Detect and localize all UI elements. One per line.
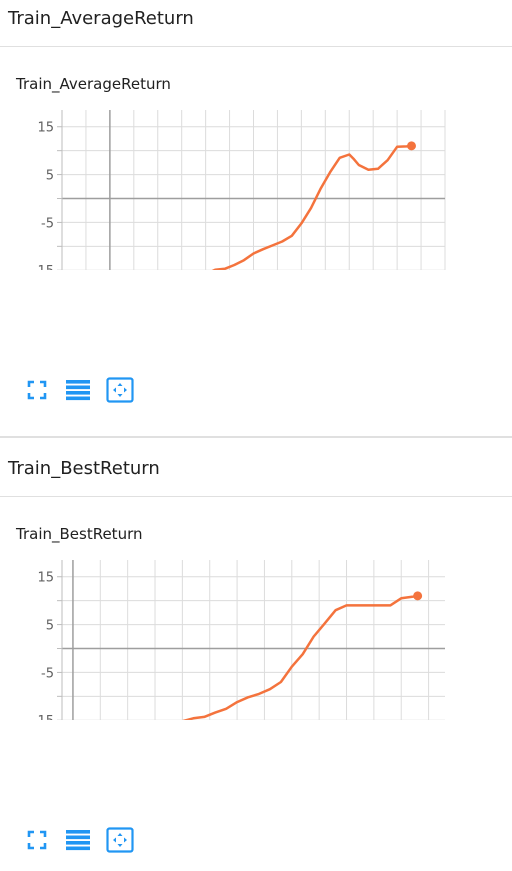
section-train-average-return: Train_AverageReturn Train_AverageReturn …	[0, 0, 512, 403]
y-tick-label: -5	[41, 666, 54, 681]
y-tick-label: -15	[33, 714, 54, 720]
data-list-button[interactable]	[65, 827, 91, 853]
fit-domain-icon	[106, 827, 134, 853]
fullscreen-button[interactable]	[24, 377, 50, 403]
y-tick-label: -15	[33, 264, 54, 270]
y-tick-label: -5	[41, 216, 54, 231]
section-title: Train_AverageReturn	[8, 8, 194, 29]
fullscreen-button[interactable]	[24, 827, 50, 853]
y-tick-label: 15	[37, 571, 54, 586]
fit-domain-icon	[106, 377, 134, 403]
section-header: Train_BestReturn	[0, 450, 512, 497]
series-line	[182, 594, 418, 720]
y-tick-label: 5	[46, 619, 54, 634]
section-header: Train_AverageReturn	[0, 0, 512, 47]
series-last-point[interactable]	[406, 141, 416, 151]
card-title: Train_BestReturn	[16, 525, 143, 543]
fullscreen-icon	[27, 380, 47, 400]
series-last-point[interactable]	[413, 591, 423, 601]
section-divider	[0, 436, 512, 438]
fullscreen-icon	[27, 830, 47, 850]
section-train-best-return: Train_BestReturn Train_BestReturn 15 5 -5 -…	[0, 450, 512, 871]
section-title: Train_BestReturn	[8, 458, 160, 479]
line-chart-train-best-return[interactable]: 155-5-15-25500k1M1.5M2M2.5M3M	[0, 550, 512, 720]
data-list-icon	[66, 380, 90, 401]
data-list-icon	[66, 830, 90, 851]
data-list-button[interactable]	[65, 377, 91, 403]
fit-domain-button[interactable]	[106, 377, 134, 403]
fit-domain-button[interactable]	[106, 827, 134, 853]
y-tick-label: 5	[46, 169, 54, 184]
series-line	[211, 144, 412, 270]
y-tick-label: 15	[37, 121, 54, 136]
line-chart-train-average-return[interactable]: 155-5-15-250500k1M1.5M2M2.5M3M	[0, 100, 512, 270]
card-title: Train_AverageReturn	[16, 75, 171, 93]
